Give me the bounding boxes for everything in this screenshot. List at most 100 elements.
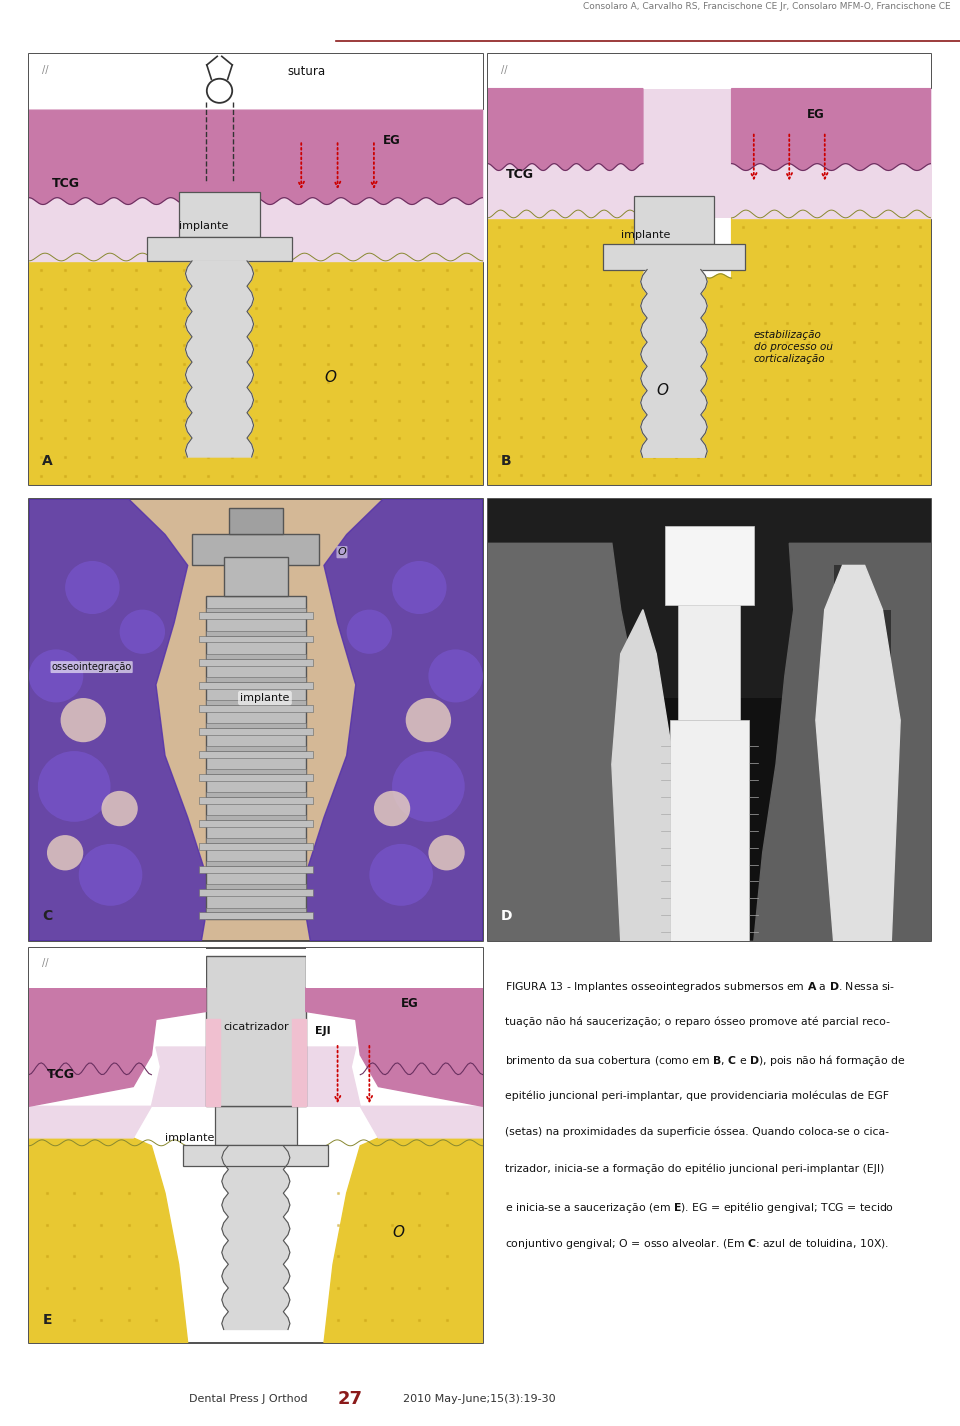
Bar [205, 816, 306, 820]
Polygon shape [643, 274, 732, 485]
Text: (setas) na proximidades da superficie óssea. Quando coloca-se o cica-: (setas) na proximidades da superficie ós… [505, 1127, 889, 1138]
Text: implante: implante [621, 230, 670, 240]
Bar [192, 535, 320, 566]
Bar [205, 861, 306, 866]
Polygon shape [612, 610, 674, 941]
Text: EG: EG [383, 134, 400, 147]
Bar [205, 596, 306, 918]
Circle shape [60, 699, 106, 742]
Polygon shape [29, 499, 210, 941]
Polygon shape [324, 1138, 483, 1343]
Bar [665, 526, 754, 605]
Bar [205, 723, 306, 727]
Text: B: B [501, 453, 512, 468]
Bar [634, 197, 714, 244]
Bar [679, 596, 740, 720]
Text: epitélio juncional peri-implantar, que providenciaria moléculas de EGF: epitélio juncional peri-implantar, que p… [505, 1089, 889, 1101]
Bar [183, 1145, 328, 1165]
Text: //: // [42, 66, 49, 76]
Text: conjuntivo gengival; O = osso alveolar. (Em $\mathbf{C}$: azul de toluidina, 10X: conjuntivo gengival; O = osso alveolar. … [505, 1236, 890, 1251]
Text: TCG: TCG [505, 168, 534, 181]
Bar [205, 700, 306, 704]
Polygon shape [306, 1047, 483, 1138]
Polygon shape [306, 988, 483, 1107]
Bar [205, 793, 306, 797]
Bar [199, 774, 313, 781]
Circle shape [120, 610, 165, 653]
Bar [205, 630, 306, 636]
Bar [199, 727, 313, 734]
Bar [205, 607, 306, 613]
Bar [199, 820, 313, 827]
Circle shape [47, 836, 84, 870]
Bar [29, 54, 483, 110]
Bar [147, 237, 292, 261]
Circle shape [370, 844, 433, 906]
Circle shape [65, 560, 120, 615]
Bar [199, 797, 313, 804]
Circle shape [373, 791, 410, 826]
Bar [199, 888, 313, 896]
Polygon shape [301, 499, 483, 941]
Circle shape [79, 844, 142, 906]
Bar [199, 704, 313, 712]
Text: implante: implante [165, 1132, 214, 1142]
Bar [205, 746, 306, 752]
Polygon shape [205, 1020, 220, 1107]
Bar [199, 866, 313, 873]
Text: EG: EG [401, 997, 419, 1010]
Text: brimento da sua cobertura (como em $\mathbf{B}$, $\mathbf{C}$ e $\mathbf{D}$), p: brimento da sua cobertura (como em $\mat… [505, 1054, 906, 1068]
Circle shape [392, 752, 465, 821]
Bar [603, 244, 745, 270]
Text: FIGURA 13 - Implantes osseointegrados submersos em $\mathbf{A}$ a $\mathbf{D}$. : FIGURA 13 - Implantes osseointegrados su… [505, 980, 896, 994]
Polygon shape [732, 210, 931, 485]
Text: O: O [657, 382, 668, 398]
Text: osseointegração: osseointegração [52, 662, 132, 672]
Bar [224, 556, 288, 596]
Text: cicatrizador: cicatrizador [223, 1022, 289, 1032]
Bar [205, 907, 306, 913]
Bar [878, 610, 891, 941]
Circle shape [406, 699, 451, 742]
Polygon shape [640, 270, 708, 458]
Circle shape [37, 752, 110, 821]
Text: 2010 May-June;15(3):19-30: 2010 May-June;15(3):19-30 [403, 1393, 556, 1403]
Bar [228, 508, 283, 535]
Text: EJI: EJI [315, 1027, 330, 1037]
Text: Consolaro A, Carvalho RS, Francischone CE Jr, Consolaro MFM-O, Francischone CE: Consolaro A, Carvalho RS, Francischone C… [583, 1, 950, 11]
Bar [205, 884, 306, 888]
Bar [199, 682, 313, 689]
Text: TCG: TCG [52, 177, 80, 190]
Text: implante: implante [179, 221, 228, 231]
Text: estabilização
do processo ou
corticalização: estabilização do processo ou corticaliza… [754, 331, 832, 364]
Bar [199, 613, 313, 619]
Polygon shape [816, 566, 900, 941]
Bar [29, 948, 205, 988]
Text: TCG: TCG [47, 1068, 75, 1081]
Text: implante: implante [240, 693, 290, 703]
Bar [306, 948, 483, 988]
Polygon shape [488, 543, 674, 941]
Polygon shape [29, 1047, 205, 1138]
Text: O: O [324, 369, 336, 385]
Text: tuação não há saucerização; o reparo ósseo promove até parcial reco-: tuação não há saucerização; o reparo óss… [505, 1017, 891, 1027]
Bar [205, 838, 306, 843]
Bar [669, 720, 750, 941]
Polygon shape [488, 210, 643, 485]
Bar [205, 769, 306, 774]
Circle shape [428, 836, 465, 870]
Circle shape [392, 560, 446, 615]
Bar [205, 677, 306, 682]
Circle shape [29, 649, 84, 703]
Bar [199, 843, 313, 850]
Bar [488, 54, 931, 88]
Text: trizador, inicia-se a formação do epitélio juncional peri-implantar (EJI): trizador, inicia-se a formação do epitél… [505, 1164, 885, 1174]
Text: O: O [338, 548, 347, 558]
Text: A: A [42, 453, 53, 468]
Polygon shape [29, 110, 483, 204]
Text: O: O [392, 1225, 404, 1241]
Polygon shape [222, 1147, 290, 1329]
Polygon shape [488, 88, 643, 171]
Bar [199, 913, 313, 918]
Text: C: C [42, 910, 53, 924]
